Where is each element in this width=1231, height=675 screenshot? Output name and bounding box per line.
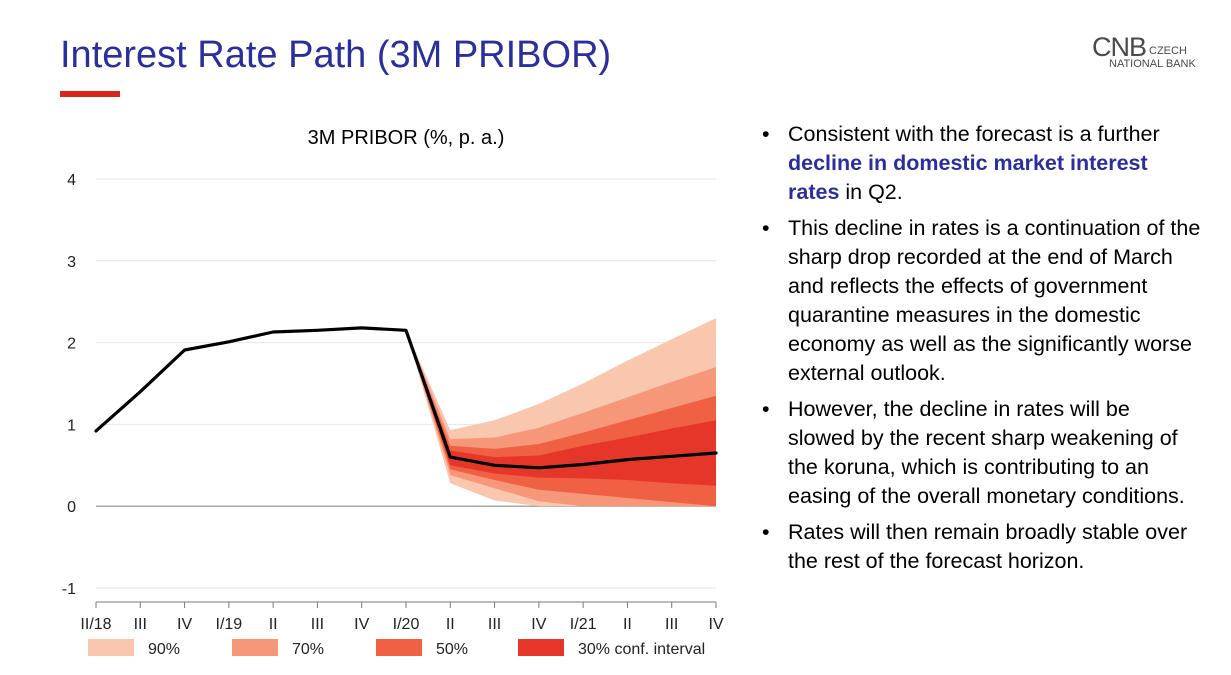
legend-label: 50%	[436, 641, 468, 658]
line-layer	[94, 326, 718, 470]
legend-label: 70%	[292, 641, 324, 658]
x-tick-label: III	[311, 616, 324, 633]
y-tick-label: -1	[62, 581, 76, 598]
page-title: Interest Rate Path (3M PRIBOR)	[60, 34, 612, 76]
x-tick-label: IV	[177, 616, 192, 633]
bullet-text: However, the decline in rates will be sl…	[788, 397, 1185, 508]
x-tick-label: IV	[531, 616, 546, 633]
bullet-text: Rates will then remain broadly stable ov…	[788, 520, 1188, 573]
logo-mark: CNB	[1092, 32, 1147, 62]
y-tick-label: 2	[67, 336, 76, 353]
x-tick-label: II	[623, 616, 632, 633]
x-tick-label: IV	[354, 616, 369, 633]
bullet-text: Consistent with the forecast is a furthe…	[788, 122, 1160, 146]
logo-line-2: NATIONAL BANK	[1109, 58, 1196, 70]
x-tick-label: III	[134, 616, 147, 633]
grid-layer	[96, 178, 716, 589]
fan-band-4	[406, 330, 716, 486]
x-tick-label: IV	[708, 616, 723, 633]
x-tick-label: I/19	[216, 616, 243, 633]
x-tick-label: III	[665, 616, 678, 633]
bullet-item: This decline in rates is a continuation …	[762, 214, 1202, 388]
bullet-item: Consistent with the forecast is a furthe…	[762, 120, 1202, 207]
x-tick-label: III	[488, 616, 501, 633]
axis-layer: 3M PRIBOR (%, p. a.) -1 0 1 2 3 4 II/18 III IV I/1…	[62, 127, 724, 633]
bullet-item: However, the decline in rates will be sl…	[762, 395, 1202, 511]
bullet-item: Rates will then remain broadly stable ov…	[762, 518, 1202, 576]
chart-title: 3M PRIBOR (%, p. a.)	[308, 127, 505, 149]
legend-swatch	[88, 639, 134, 656]
bullet-text: in Q2.	[839, 180, 903, 204]
y-tick-label: 0	[67, 499, 76, 516]
x-tick-label: II/18	[80, 616, 111, 633]
bullet-highlight: decline in domestic market interest rate…	[788, 151, 1148, 204]
legend-label: 90%	[148, 641, 180, 658]
x-tick-label: I/21	[570, 616, 597, 633]
pribor-fan-chart: 3M PRIBOR (%, p. a.) -1 0 1 2 3 4 II/18 III IV I/1…	[62, 127, 724, 658]
logo-line-1: CZECH	[1149, 45, 1187, 57]
title-underline	[60, 91, 120, 97]
y-tick-label: 1	[67, 417, 76, 434]
cnb-logo: CNB CZECH NATIONAL BANK	[1092, 32, 1207, 74]
legend-layer: 90% 70% 50% 30% conf. interval	[88, 639, 705, 658]
x-tick-label: II	[269, 616, 278, 633]
bullet-text: This decline in rates is a continuation …	[788, 216, 1201, 385]
y-tick-label: 4	[67, 172, 76, 189]
x-tick-label: II	[446, 616, 455, 633]
legend-label: 30% conf. interval	[578, 641, 705, 658]
fan-layer	[406, 318, 716, 507]
series-line	[94, 326, 718, 470]
x-tick-label: I/20	[393, 616, 420, 633]
legend-swatch	[232, 639, 278, 656]
legend-swatch	[518, 639, 564, 656]
legend-swatch	[376, 639, 422, 656]
bullet-list: Consistent with the forecast is a furthe…	[762, 120, 1202, 583]
y-tick-label: 3	[67, 254, 76, 271]
